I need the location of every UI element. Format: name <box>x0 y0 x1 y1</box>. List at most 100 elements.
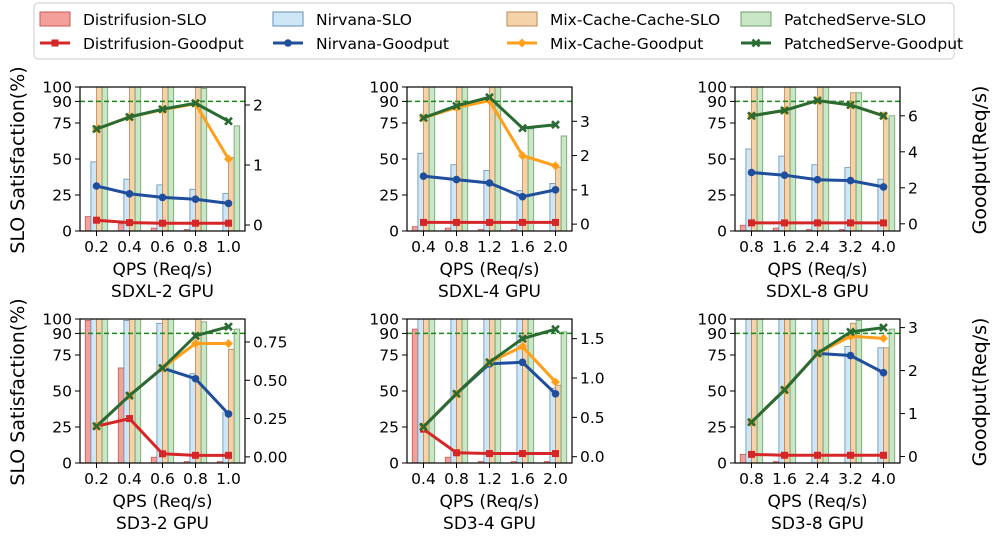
left-tick-label: 100 <box>369 311 399 329</box>
right-tick-label: 0 <box>908 215 918 233</box>
point-patchedserve-goodput <box>518 334 527 344</box>
point-mix-cache-goodput <box>518 151 527 161</box>
legend-marker <box>517 38 527 48</box>
panel-title: SD3-4 GPU <box>443 514 536 534</box>
right-tick-label: 0.5 <box>580 409 605 427</box>
x-axis-label: QPS (Req/s) <box>113 492 213 512</box>
point-patchedserve-goodput <box>158 104 167 114</box>
bar-patchedserve-slo <box>822 318 830 464</box>
point-patchedserve-goodput <box>92 421 101 431</box>
bar-nirvana-slo <box>90 318 97 464</box>
right-tick-label: 2 <box>580 147 590 165</box>
legend-item-patchedserve-slo: PatchedServe-SLO <box>740 11 926 29</box>
bar-patchedserve-slo <box>428 86 436 232</box>
point-distrifusion-goodput <box>748 450 755 458</box>
point-patchedserve-goodput <box>780 105 789 115</box>
legend-label: PatchedServe-SLO <box>784 11 926 29</box>
left-tick-label: 90 <box>379 93 399 111</box>
left-ylabel-top: SLO Satisfaction(%) <box>7 66 29 253</box>
point-nirvana-goodput <box>224 199 233 208</box>
x-tick-label: 4.0 <box>871 470 896 488</box>
right-tick-label: 3 <box>580 113 590 131</box>
bar-mix-cache-cache-slo <box>489 318 496 464</box>
legend-item-distrifusion-slo: Distrifusion-SLO <box>39 11 207 29</box>
left-tick-label: 0 <box>389 455 399 473</box>
legend-label: Distrifusion-SLO <box>83 11 207 29</box>
legend-label: Mix-Cache-Goodput <box>550 35 703 53</box>
point-patchedserve-goodput <box>224 322 233 332</box>
point-mix-cache-goodput <box>191 339 200 349</box>
left-tick-label: 100 <box>369 79 399 97</box>
point-distrifusion-goodput <box>453 449 460 457</box>
x-tick-label: 1.6 <box>510 470 535 488</box>
legend: Distrifusion-SLO Nirvana-SLO Mix-Cache-Cac… <box>33 2 963 60</box>
right-tick-label: 1.5 <box>580 330 605 348</box>
point-distrifusion-goodput <box>781 451 788 459</box>
legend-marker <box>51 39 59 47</box>
legend-label: Nirvana-Goodput <box>316 35 449 53</box>
point-distrifusion-goodput <box>748 219 755 227</box>
left-tick-label: 0 <box>62 455 72 473</box>
point-patchedserve-goodput <box>846 327 855 337</box>
bar-patchedserve-slo <box>494 318 502 464</box>
bar-mix-cache-cache-slo <box>129 86 136 232</box>
point-patchedserve-goodput <box>452 101 461 111</box>
x-tick-label: 2.0 <box>543 470 568 488</box>
point-distrifusion-goodput <box>880 451 887 459</box>
x-tick-label: 1.0 <box>216 238 241 256</box>
left-tick-label: 90 <box>379 325 399 343</box>
bar-patchedserve-slo <box>756 86 764 232</box>
point-nirvana-goodput <box>485 179 494 187</box>
bar-patchedserve-slo <box>822 86 830 232</box>
bar-nirvana-slo <box>189 373 196 464</box>
point-mix-cache-goodput <box>518 342 527 352</box>
right-tick-label: 4 <box>908 143 918 161</box>
point-patchedserve-goodput <box>813 96 822 105</box>
point-patchedserve-goodput <box>879 111 888 121</box>
point-patchedserve-goodput <box>485 357 494 367</box>
legend-label: Distrifusion-Goodput <box>83 35 244 53</box>
left-tick-label: 75 <box>707 347 727 365</box>
point-patchedserve-goodput <box>846 100 855 110</box>
bar-patchedserve-slo <box>428 318 436 464</box>
bar-distrifusion-slo <box>411 328 419 464</box>
bar-nirvana-slo <box>156 322 163 464</box>
left-tick-label: 25 <box>379 187 399 205</box>
bar-nirvana-slo <box>877 347 884 464</box>
bar-distrifusion-slo <box>117 223 125 232</box>
x-tick-label: 3.2 <box>838 238 863 256</box>
point-distrifusion-goodput <box>486 218 493 226</box>
point-nirvana-goodput <box>191 374 200 383</box>
right-tick-label: 1 <box>908 405 918 423</box>
x-tick-label: 2.0 <box>543 238 568 256</box>
point-distrifusion-goodput <box>420 218 427 226</box>
point-distrifusion-goodput <box>192 451 199 459</box>
point-patchedserve-goodput <box>191 98 200 108</box>
panel-title: SDXL-4 GPU <box>438 282 541 302</box>
x-tick-label: 0.8 <box>183 238 208 256</box>
bar-distrifusion-slo <box>84 320 92 464</box>
legend-marker <box>751 38 761 48</box>
bar-patchedserve-slo <box>233 328 241 464</box>
bar-distrifusion-slo <box>150 456 158 464</box>
x-tick-label: 0.8 <box>444 470 469 488</box>
x-tick-label: 0.6 <box>150 238 175 256</box>
bar-patchedserve-slo <box>527 128 535 232</box>
left-tick-label: 75 <box>52 115 72 133</box>
bar-mix-cache-cache-slo <box>850 92 857 232</box>
left-tick-label: 50 <box>379 151 399 169</box>
point-distrifusion-goodput <box>93 216 100 224</box>
point-distrifusion-goodput <box>225 451 232 459</box>
x-tick-label: 1.0 <box>216 470 241 488</box>
point-patchedserve-goodput <box>419 422 428 432</box>
left-tick-label: 100 <box>42 79 72 97</box>
left-tick-label: 100 <box>697 311 727 329</box>
bar-patchedserve-slo <box>101 86 109 232</box>
bar-distrifusion-slo <box>739 453 747 464</box>
point-nirvana-goodput <box>551 389 560 398</box>
right-tick-label: 0 <box>253 217 263 235</box>
right-tick-label: 6 <box>908 107 918 125</box>
